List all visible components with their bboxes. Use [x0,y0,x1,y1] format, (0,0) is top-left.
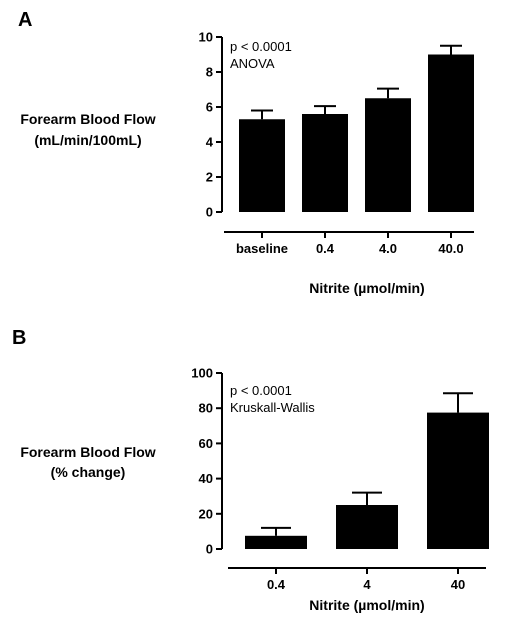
panel-a-x-tick-label: 0.4 [316,241,335,256]
panel-a-x-tick-label: 40.0 [438,241,463,256]
panel-b-y-tick-label: 40 [199,471,213,486]
panel-a-x-tick-label: 4.0 [379,241,397,256]
panel-b-x-tick-label: 0.4 [267,577,286,592]
panel-a-plot: 0 2 4 6 8 10 baseline 0.4 4.0 40.0 [199,30,474,256]
panel-a-label: A [18,9,32,31]
panel-a-y-tick-label: 2 [206,170,213,185]
panel-a-bar [239,119,285,212]
panel-a-bar [428,54,474,212]
panel-b-y-tick-label: 60 [199,436,213,451]
panel-b-y-tick-label: 0 [206,542,213,557]
panel-a-bar [302,114,348,212]
panel-b-ylabel-line2: (% change) [51,464,126,480]
panel-b-annotation-line2: Kruskall-Wallis [230,400,315,415]
panel-b-xlabel: Nitrite (µmol/min) [309,597,424,613]
panel-a-y-tick-label: 6 [206,100,213,115]
panel-b-annotation-line1: p < 0.0001 [230,383,292,398]
panel-b-bar [336,505,398,549]
panel-b-bar [427,412,489,549]
panel-b-x-tick-label: 40 [451,577,465,592]
panel-a-x-tick-label: baseline [236,241,288,256]
panel-b-bar [245,535,307,549]
panel-a-xlabel: Nitrite (µmol/min) [309,280,424,296]
panel-b-plot: 0 20 40 60 80 100 0.4 4 40 [191,366,489,592]
panel-a-bar [365,98,411,212]
panel-a-y-tick-label: 10 [199,30,213,45]
panel-b-ylabel-line1: Forearm Blood Flow [20,444,155,460]
panel-b-label: B [12,327,26,349]
panel-b-y-tick-label: 20 [199,506,213,521]
panel-a-ylabel-line1: Forearm Blood Flow [20,111,155,127]
panel-a-annotation-line1: p < 0.0001 [230,39,292,54]
panel-a-ylabel-line2: (mL/min/100mL) [34,132,141,148]
panel-a-y-tick-label: 8 [206,65,213,80]
panel-a-y-tick-label: 0 [206,205,213,220]
panel-b-y-tick-label: 100 [191,366,213,381]
panel-a-y-tick-label: 4 [206,135,214,150]
panel-b-y-tick-label: 80 [199,401,213,416]
panel-b-x-tick-label: 4 [363,577,371,592]
panel-a-annotation-line2: ANOVA [230,56,275,71]
